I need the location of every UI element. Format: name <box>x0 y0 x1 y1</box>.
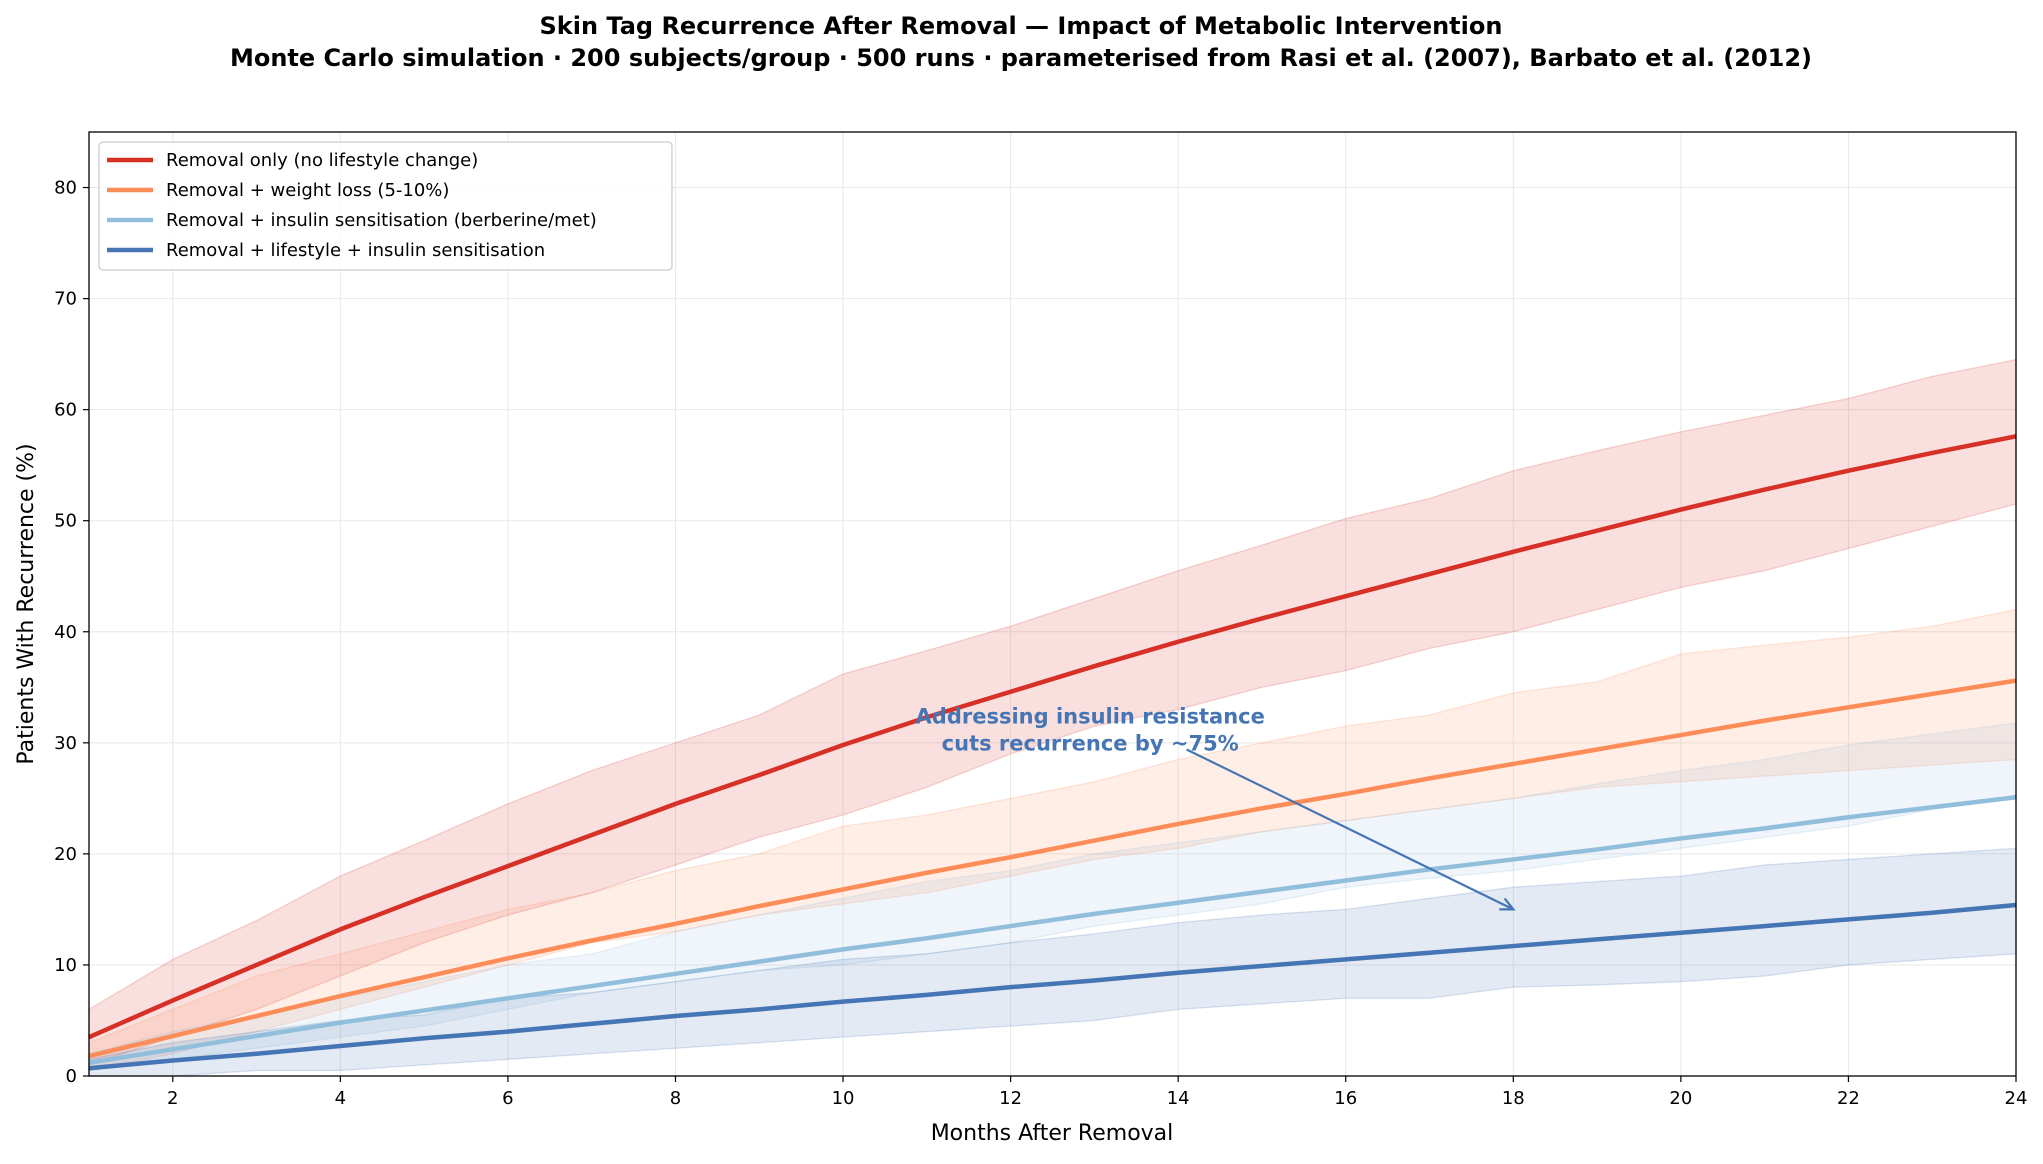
series-lines <box>88 434 2017 1071</box>
x-tick-label: 16 <box>1334 1088 1357 1109</box>
y-tick-label: 0 <box>66 1066 77 1087</box>
x-tick-label: 18 <box>1502 1088 1525 1109</box>
annotation-arrow <box>1186 748 1514 911</box>
y-tick-label: 70 <box>54 289 77 310</box>
series-line <box>88 902 2017 1071</box>
y-axis-label: Patients With Recurrence (%) <box>14 443 39 764</box>
annotation-text: Addressing insulin resistance <box>916 705 1265 729</box>
legend: Removal only (no lifestyle change) Remova… <box>98 141 673 271</box>
legend-label: Removal + lifestyle + insulin sensitisat… <box>166 240 545 261</box>
y-tick-label: 20 <box>54 844 77 865</box>
x-axis-label: Months After Removal <box>931 1121 1174 1146</box>
y-tick-label: 10 <box>54 955 77 976</box>
x-tick-label: 10 <box>832 1088 855 1109</box>
x-tick-label: 4 <box>335 1088 346 1109</box>
x-tick-label: 12 <box>999 1088 1022 1109</box>
legend-box <box>98 141 673 271</box>
x-tick-label: 2 <box>167 1088 178 1109</box>
series-line <box>88 795 2017 1065</box>
plot-frame <box>88 131 2017 1077</box>
series-line <box>88 434 2017 1040</box>
y-tick-label: 80 <box>54 178 77 199</box>
chart-subtitle: Monte Carlo simulation · 200 subjects/gr… <box>230 44 1812 72</box>
legend-label: Removal only (no lifestyle change) <box>166 150 478 171</box>
x-tick-label: 14 <box>1167 1088 1190 1109</box>
x-tick-label: 24 <box>2005 1088 2028 1109</box>
x-tick-label: 22 <box>1837 1088 1860 1109</box>
legend-label: Removal + weight loss (5-10%) <box>166 180 449 201</box>
x-tick-label: 20 <box>1669 1088 1692 1109</box>
y-tick-label: 40 <box>54 622 77 643</box>
x-tick-label: 8 <box>670 1088 681 1109</box>
series-line <box>88 678 2017 1059</box>
y-tick-label: 50 <box>54 511 77 532</box>
chart-title: Skin Tag Recurrence After Removal — Impa… <box>540 12 1503 40</box>
x-tick-label: 6 <box>502 1088 513 1109</box>
legend-label: Removal + insulin sensitisation (berberi… <box>166 210 597 231</box>
confidence-bands <box>88 358 2017 1077</box>
y-tick-label: 30 <box>54 733 77 754</box>
y-tick-label: 60 <box>54 400 77 421</box>
arrowhead-icon <box>1499 897 1516 911</box>
